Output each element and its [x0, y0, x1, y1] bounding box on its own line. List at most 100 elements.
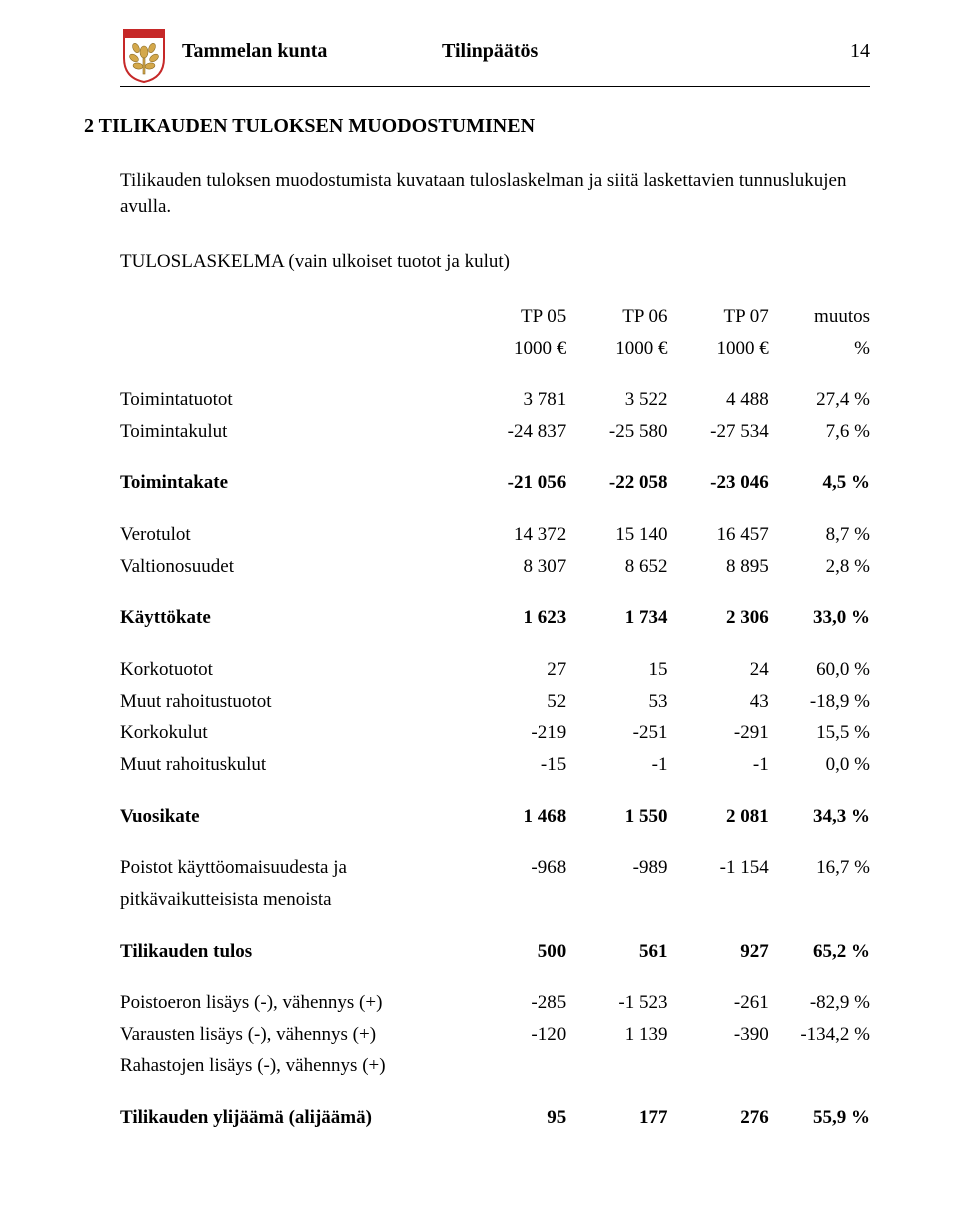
row-value: -251 [566, 717, 667, 749]
row-value: 8 652 [566, 551, 667, 583]
row-value: -21 056 [465, 467, 566, 499]
row-value: 2 306 [668, 602, 769, 634]
intro-paragraph: Tilikauden tuloksen muodostumista kuvata… [120, 168, 870, 219]
row-value: -18,9 % [769, 686, 870, 718]
doc-title: Tilinpäätös [442, 38, 830, 65]
row-value: 561 [566, 936, 667, 968]
financial-table: TP 05TP 06TP 07muutos1000 €1000 €1000 €%… [120, 301, 870, 1134]
row-label: Poistoeron lisäys (-), vähennys (+) [120, 987, 465, 1019]
row-value: -968 [465, 852, 566, 884]
row-value: 927 [668, 936, 769, 968]
page-header: Tammelan kunta Tilinpäätös 14 [120, 28, 870, 84]
row-value: -23 046 [668, 467, 769, 499]
row-label: Käyttökate [120, 602, 465, 634]
crest-icon [120, 28, 168, 84]
row-value: 1000 € [668, 333, 769, 365]
row-value: -134,2 % [769, 1019, 870, 1051]
row-value: 1 734 [566, 602, 667, 634]
row-value: 7,6 % [769, 416, 870, 448]
row-value: -1 523 [566, 987, 667, 1019]
row-value: 27,4 % [769, 384, 870, 416]
row-value [465, 1050, 566, 1082]
row-value: 1 468 [465, 801, 566, 833]
row-label [120, 333, 465, 365]
section-title: 2 TILIKAUDEN TULOKSEN MUODOSTUMINEN [84, 113, 870, 140]
row-label [120, 301, 465, 333]
row-value [668, 1050, 769, 1082]
row-value: -285 [465, 987, 566, 1019]
row-value: 14 372 [465, 519, 566, 551]
row-value: 1000 € [465, 333, 566, 365]
row-value: 177 [566, 1102, 667, 1134]
row-value: -291 [668, 717, 769, 749]
row-value: -390 [668, 1019, 769, 1051]
row-value: 95 [465, 1102, 566, 1134]
page-number: 14 [830, 38, 870, 65]
row-label: Tilikauden ylijäämä (alijäämä) [120, 1102, 465, 1134]
row-value: 0,0 % [769, 749, 870, 781]
row-value: -15 [465, 749, 566, 781]
row-value [769, 884, 870, 916]
row-value [566, 1050, 667, 1082]
row-value: 1 623 [465, 602, 566, 634]
org-name: Tammelan kunta [182, 38, 442, 65]
row-value: 15,5 % [769, 717, 870, 749]
row-value: 1 139 [566, 1019, 667, 1051]
row-value [769, 1050, 870, 1082]
row-value: 15 140 [566, 519, 667, 551]
row-value: 27 [465, 654, 566, 686]
row-value: 33,0 % [769, 602, 870, 634]
row-value: -82,9 % [769, 987, 870, 1019]
row-value: muutos [769, 301, 870, 333]
table-subhead: TULOSLASKELMA (vain ulkoiset tuotot ja k… [120, 249, 870, 275]
row-value: 276 [668, 1102, 769, 1134]
row-label: Korkokulut [120, 717, 465, 749]
row-label: Muut rahoitustuotot [120, 686, 465, 718]
row-value: 8 895 [668, 551, 769, 583]
row-value: 8 307 [465, 551, 566, 583]
row-label: Poistot käyttöomaisuudesta ja [120, 852, 465, 884]
row-label: Vuosikate [120, 801, 465, 833]
row-label: Toimintakate [120, 467, 465, 499]
row-label: Korkotuotot [120, 654, 465, 686]
row-value: 3 522 [566, 384, 667, 416]
row-value: 1 550 [566, 801, 667, 833]
row-value: TP 06 [566, 301, 667, 333]
row-label: Toimintakulut [120, 416, 465, 448]
row-label: Muut rahoituskulut [120, 749, 465, 781]
row-value: -120 [465, 1019, 566, 1051]
row-value: 16 457 [668, 519, 769, 551]
row-value: -22 058 [566, 467, 667, 499]
row-value: 2,8 % [769, 551, 870, 583]
row-value: TP 07 [668, 301, 769, 333]
row-value: -989 [566, 852, 667, 884]
row-value: -261 [668, 987, 769, 1019]
row-value: -1 [566, 749, 667, 781]
row-label: pitkävaikutteisista menoista [120, 884, 465, 916]
row-value: 15 [566, 654, 667, 686]
row-value: -24 837 [465, 416, 566, 448]
row-label: Verotulot [120, 519, 465, 551]
row-value: 53 [566, 686, 667, 718]
row-value: 4,5 % [769, 467, 870, 499]
row-value: 8,7 % [769, 519, 870, 551]
row-value: 52 [465, 686, 566, 718]
row-value: -1 154 [668, 852, 769, 884]
row-value: 34,3 % [769, 801, 870, 833]
row-label: Rahastojen lisäys (-), vähennys (+) [120, 1050, 465, 1082]
row-value: 55,9 % [769, 1102, 870, 1134]
row-label: Valtionosuudet [120, 551, 465, 583]
row-value: 1000 € [566, 333, 667, 365]
row-label: Toimintatuotot [120, 384, 465, 416]
row-value: % [769, 333, 870, 365]
row-value: 16,7 % [769, 852, 870, 884]
row-label: Tilikauden tulos [120, 936, 465, 968]
row-value: 24 [668, 654, 769, 686]
row-value: 60,0 % [769, 654, 870, 686]
row-value: -1 [668, 749, 769, 781]
row-value: 3 781 [465, 384, 566, 416]
row-value: -219 [465, 717, 566, 749]
row-value: 43 [668, 686, 769, 718]
row-value: -25 580 [566, 416, 667, 448]
header-divider [120, 86, 870, 87]
